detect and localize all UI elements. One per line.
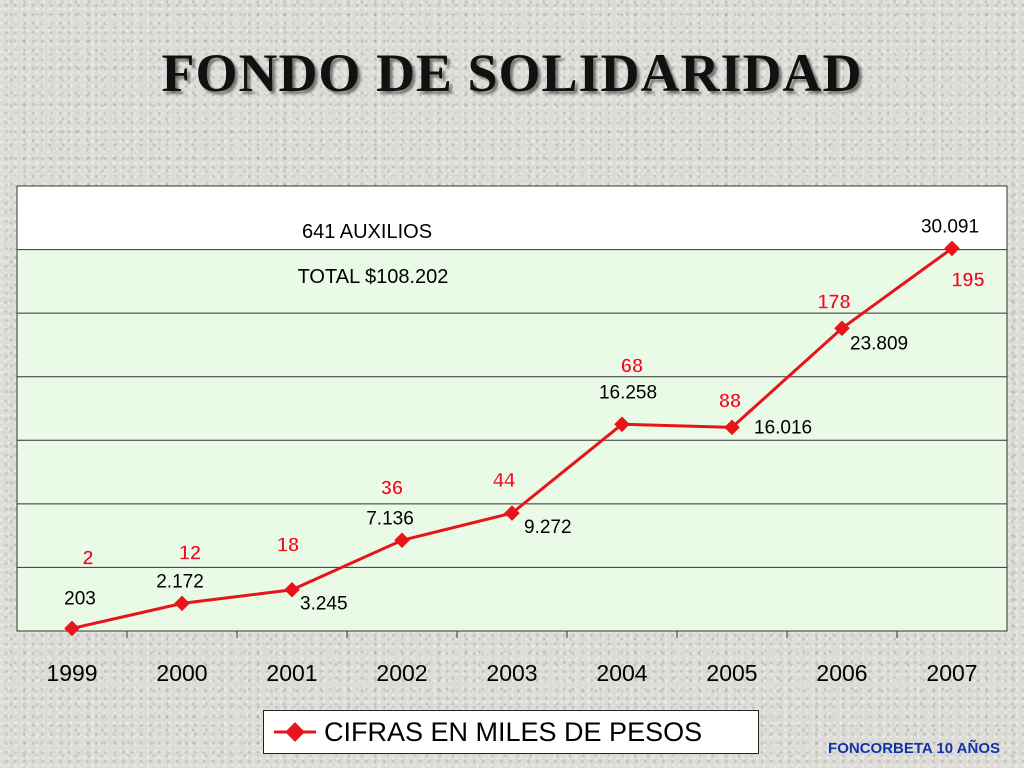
count-labels: 2 12 18 36 44 68 88 178 195: [82, 269, 985, 570]
x-axis-ticks: [126, 631, 898, 638]
footer-text: FONCORBETA 10 AÑOS: [828, 740, 1000, 757]
legend-key-icon: [274, 722, 316, 742]
page-title: FONDO DE SOLIDARIDAD: [161, 43, 863, 103]
x-axis-labels: 1999 2000 2001 2002 2003 2004 2005 2006 2007: [46, 660, 977, 686]
value-labels: 203 2.172 3.245 7.136 9.272 16.258 16.016 23.80…: [64, 216, 979, 614]
x-tick-label: 2003: [486, 660, 537, 686]
annotation-text: 641 AUXILIOS: [302, 221, 432, 243]
count-label: 178: [817, 291, 850, 313]
annotation-text: TOTAL $108.202: [298, 266, 449, 288]
legend: CIFRAS EN MILES DE PESOS: [263, 710, 759, 754]
count-label: 36: [381, 477, 403, 499]
plot-bands: [17, 186, 1007, 631]
gridlines: [17, 249, 1007, 568]
count-label: 195: [951, 269, 984, 291]
data-point: [174, 595, 190, 612]
x-tick-label: 2005: [706, 660, 757, 686]
data-label: 203: [64, 588, 96, 609]
x-tick-label: 1999: [46, 660, 97, 686]
data-label: 3.245: [300, 594, 348, 615]
count-label: 44: [493, 470, 516, 492]
annotations: 641 AUXILIOS TOTAL $108.202: [298, 221, 449, 288]
x-tick-label: 2001: [266, 660, 317, 686]
data-label: 16.258: [599, 382, 657, 403]
data-point: [504, 505, 520, 521]
plot-band: [17, 376, 1007, 441]
plot-frame: [16, 185, 1008, 632]
count-label: 18: [277, 535, 299, 557]
count-label: 12: [179, 542, 201, 564]
x-tick-label: 2002: [376, 660, 427, 686]
data-label: 30.091: [921, 216, 979, 237]
count-label: 68: [621, 355, 643, 377]
x-tick-label: 2007: [926, 660, 977, 686]
legend-label: CIFRAS EN MILES DE PESOS: [324, 716, 703, 747]
x-tick-label: 2006: [816, 660, 867, 686]
x-tick-label: 2000: [156, 660, 207, 686]
data-point: [944, 240, 960, 257]
count-label: 2: [82, 547, 93, 569]
plot-band: [17, 249, 1007, 314]
data-label: 7.136: [366, 508, 414, 529]
plot-band: [17, 186, 1007, 250]
x-tick-label: 2004: [596, 660, 647, 686]
count-label: 88: [719, 390, 741, 412]
data-label: 2.172: [156, 571, 204, 592]
data-label: 23.809: [850, 333, 908, 354]
data-label: 9.272: [524, 517, 572, 538]
plot-band: [17, 440, 1007, 504]
data-label: 16.016: [754, 417, 812, 438]
